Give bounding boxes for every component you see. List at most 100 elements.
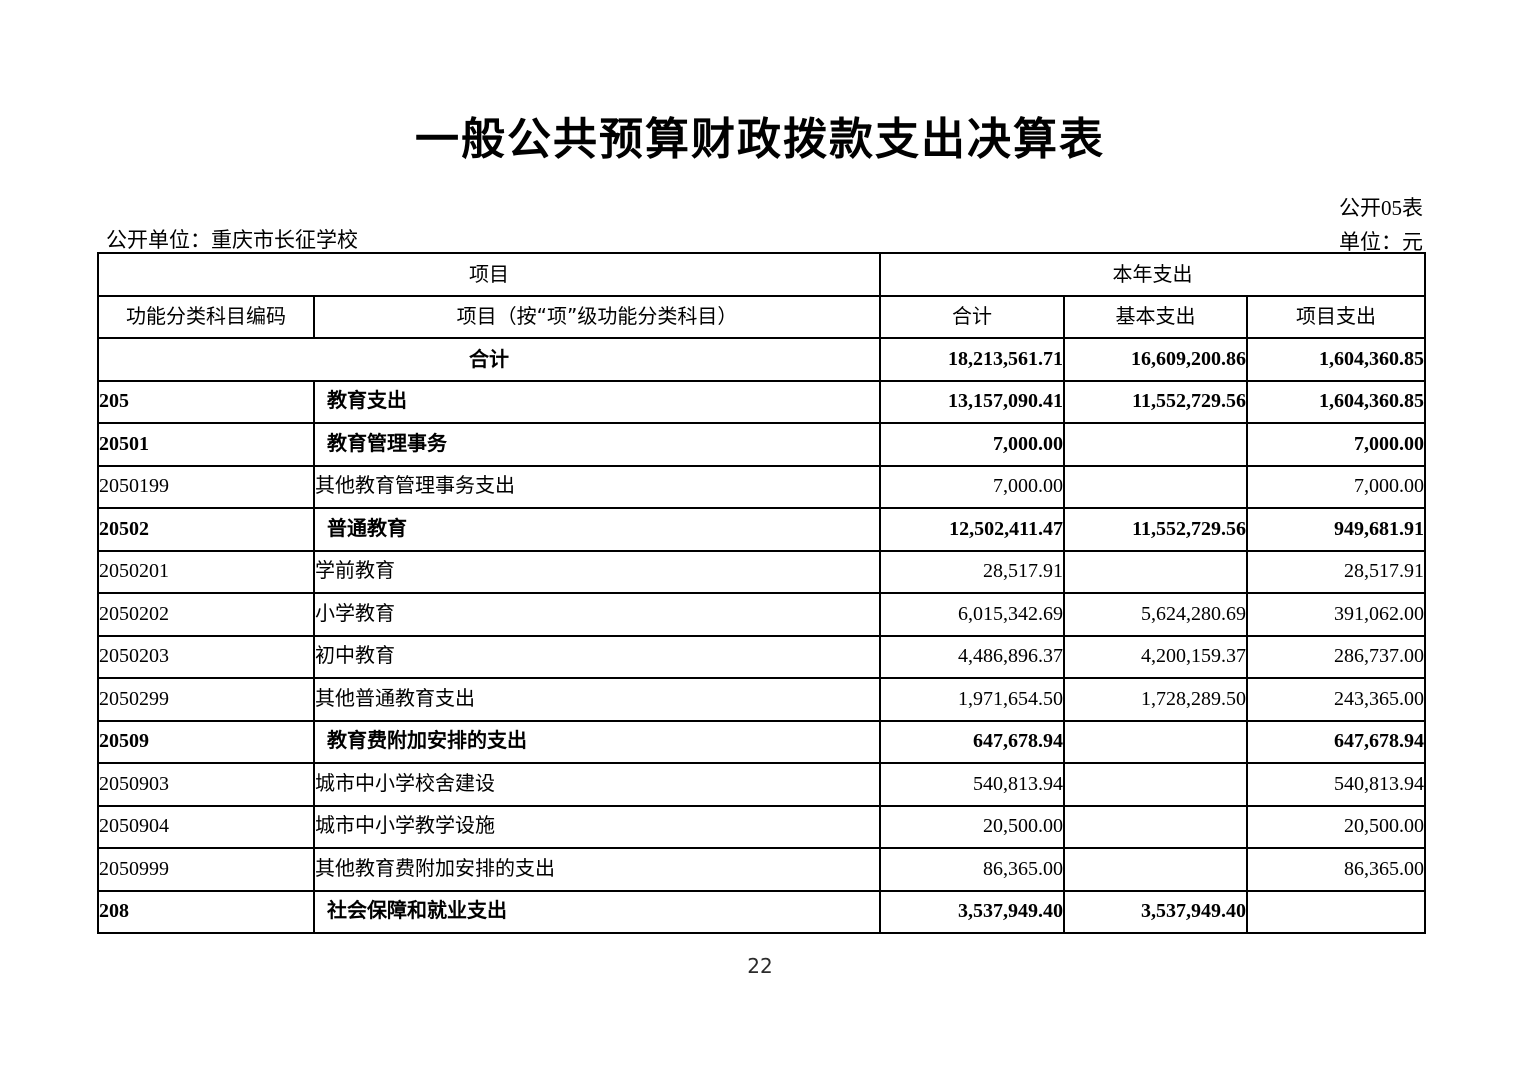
code-cell: 2050299 xyxy=(97,677,315,722)
item-cell: 其他普通教育支出 xyxy=(313,677,881,722)
basic-expenditure-cell xyxy=(1063,762,1248,807)
total-cell: 7,000.00 xyxy=(879,464,1065,509)
item-cell: 城市中小学校舍建设 xyxy=(313,762,881,807)
item-cell: 初中教育 xyxy=(313,634,881,679)
project-expenditure-cell: 540,813.94 xyxy=(1245,762,1427,807)
page-number: 22 xyxy=(747,954,773,978)
code-cell: 208 xyxy=(97,889,315,934)
basic-expenditure-cell xyxy=(1063,719,1248,764)
header-col-item: 项目（按“项”级功能分类科目） xyxy=(313,294,881,339)
basic-expenditure-cell xyxy=(1063,804,1248,849)
total-cell: 3,537,949.40 xyxy=(879,889,1065,934)
basic-expenditure-cell: 1,728,289.50 xyxy=(1063,677,1248,722)
header-col-basic: 基本支出 xyxy=(1063,294,1248,339)
code-cell: 20502 xyxy=(97,507,315,552)
project-expenditure-cell: 949,681.91 xyxy=(1245,507,1427,552)
basic-expenditure-cell: 3,537,949.40 xyxy=(1063,889,1248,934)
table-row: 20502 普通教育 12,502,411.47 11,552,729.56 949,6… xyxy=(97,507,1427,552)
project-expenditure-cell: 391,062.00 xyxy=(1245,592,1427,637)
table-row: 2050203 初中教育 4,486,896.37 4,200,159.37 286,7… xyxy=(97,634,1427,679)
grand-total-label-cell: 合计 xyxy=(97,337,881,382)
basic-expenditure-cell: 4,200,159.37 xyxy=(1063,634,1248,679)
project-expenditure-cell: 20,500.00 xyxy=(1245,804,1427,849)
basic-expenditure-cell: 11,552,729.56 xyxy=(1063,379,1248,424)
basic-expenditure-cell: 16,609,200.86 xyxy=(1063,337,1248,382)
total-cell: 86,365.00 xyxy=(879,847,1065,892)
table-row: 2050199 其他教育管理事务支出 7,000.00 7,000.00 xyxy=(97,464,1427,509)
table-body: 合计 18,213,561.71 16,609,200.86 1,604,360.85… xyxy=(97,337,1427,934)
total-cell: 28,517.91 xyxy=(879,549,1065,594)
basic-expenditure-cell xyxy=(1063,549,1248,594)
basic-expenditure-cell: 5,624,280.69 xyxy=(1063,592,1248,637)
table-row: 205 教育支出 13,157,090.41 11,552,729.56 1,604,3… xyxy=(97,379,1427,424)
table-row: 合计 18,213,561.71 16,609,200.86 1,604,360.85 xyxy=(97,337,1427,382)
item-cell: 小学教育 xyxy=(313,592,881,637)
code-cell: 2050999 xyxy=(97,847,315,892)
basic-expenditure-cell xyxy=(1063,422,1248,467)
item-cell: 教育支出 xyxy=(313,379,881,424)
project-expenditure-cell: 28,517.91 xyxy=(1245,549,1427,594)
item-cell: 社会保障和就业支出 xyxy=(313,889,881,934)
table-row: 2050999 其他教育费附加安排的支出 86,365.00 86,365.00 xyxy=(97,847,1427,892)
budget-expenditure-table: 项目 本年支出 功能分类科目编码 项目（按“项”级功能分类科目） 合计 基本支出… xyxy=(97,252,1427,934)
table-row: 2050299 其他普通教育支出 1,971,654.50 1,728,289.50 2… xyxy=(97,677,1427,722)
currency-unit-label: 单位：元 xyxy=(1339,230,1423,254)
table-header: 项目 本年支出 功能分类科目编码 项目（按“项”级功能分类科目） 合计 基本支出… xyxy=(97,252,1427,339)
code-cell: 20509 xyxy=(97,719,315,764)
project-expenditure-cell: 243,365.00 xyxy=(1245,677,1427,722)
project-expenditure-cell: 7,000.00 xyxy=(1245,464,1427,509)
header-year-expenditure-group: 本年支出 xyxy=(878,252,1427,297)
total-cell: 6,015,342.69 xyxy=(879,592,1065,637)
total-cell: 4,486,896.37 xyxy=(879,634,1065,679)
project-expenditure-cell: 1,604,360.85 xyxy=(1245,379,1427,424)
page-title: 一般公共预算财政拨款支出决算表 xyxy=(415,114,1105,165)
project-expenditure-cell xyxy=(1245,889,1427,934)
header-col-total: 合计 xyxy=(879,294,1065,339)
project-expenditure-cell: 86,365.00 xyxy=(1245,847,1427,892)
code-cell: 2050903 xyxy=(97,762,315,807)
header-item-group: 项目 xyxy=(97,252,881,297)
total-cell: 7,000.00 xyxy=(879,422,1065,467)
table-row: 2050202 小学教育 6,015,342.69 5,624,280.69 391,0… xyxy=(97,592,1427,637)
item-cell: 教育管理事务 xyxy=(313,422,881,467)
table-row: 2050903 城市中小学校舍建设 540,813.94 540,813.94 xyxy=(97,762,1427,807)
project-expenditure-cell: 1,604,360.85 xyxy=(1245,337,1427,382)
code-cell: 2050199 xyxy=(97,464,315,509)
item-cell: 城市中小学教学设施 xyxy=(313,804,881,849)
basic-expenditure-cell xyxy=(1063,847,1248,892)
code-cell: 20501 xyxy=(97,422,315,467)
item-cell: 其他教育费附加安排的支出 xyxy=(313,847,881,892)
total-cell: 20,500.00 xyxy=(879,804,1065,849)
basic-expenditure-cell xyxy=(1063,464,1248,509)
table-row: 208 社会保障和就业支出 3,537,949.40 3,537,949.40 xyxy=(97,889,1427,934)
code-cell: 2050201 xyxy=(97,549,315,594)
total-cell: 13,157,090.41 xyxy=(879,379,1065,424)
code-cell: 2050203 xyxy=(97,634,315,679)
total-cell: 12,502,411.47 xyxy=(879,507,1065,552)
item-cell: 普通教育 xyxy=(313,507,881,552)
header-col-code: 功能分类科目编码 xyxy=(97,294,315,339)
code-cell: 205 xyxy=(97,379,315,424)
table-row: 20501 教育管理事务 7,000.00 7,000.00 xyxy=(97,422,1427,467)
table-row: 2050904 城市中小学教学设施 20,500.00 20,500.00 xyxy=(97,804,1427,849)
table-row: 20509 教育费附加安排的支出 647,678.94 647,678.94 xyxy=(97,719,1427,764)
total-cell: 18,213,561.71 xyxy=(879,337,1065,382)
project-expenditure-cell: 7,000.00 xyxy=(1245,422,1427,467)
item-cell: 学前教育 xyxy=(313,549,881,594)
basic-expenditure-cell: 11,552,729.56 xyxy=(1063,507,1248,552)
item-cell: 教育费附加安排的支出 xyxy=(313,719,881,764)
total-cell: 1,971,654.50 xyxy=(879,677,1065,722)
table-row: 2050201 学前教育 28,517.91 28,517.91 xyxy=(97,549,1427,594)
total-cell: 540,813.94 xyxy=(879,762,1065,807)
project-expenditure-cell: 647,678.94 xyxy=(1245,719,1427,764)
header-columns-row: 功能分类科目编码 项目（按“项”级功能分类科目） 合计 基本支出 项目支出 xyxy=(97,294,1427,339)
publishing-unit-label: 公开单位：重庆市长征学校 xyxy=(106,228,358,252)
project-expenditure-cell: 286,737.00 xyxy=(1245,634,1427,679)
table-code-label: 公开05表 xyxy=(1339,196,1423,220)
code-cell: 2050202 xyxy=(97,592,315,637)
header-group-row: 项目 本年支出 xyxy=(97,252,1427,297)
total-cell: 647,678.94 xyxy=(879,719,1065,764)
item-cell: 其他教育管理事务支出 xyxy=(313,464,881,509)
header-col-project: 项目支出 xyxy=(1245,294,1427,339)
code-cell: 2050904 xyxy=(97,804,315,849)
